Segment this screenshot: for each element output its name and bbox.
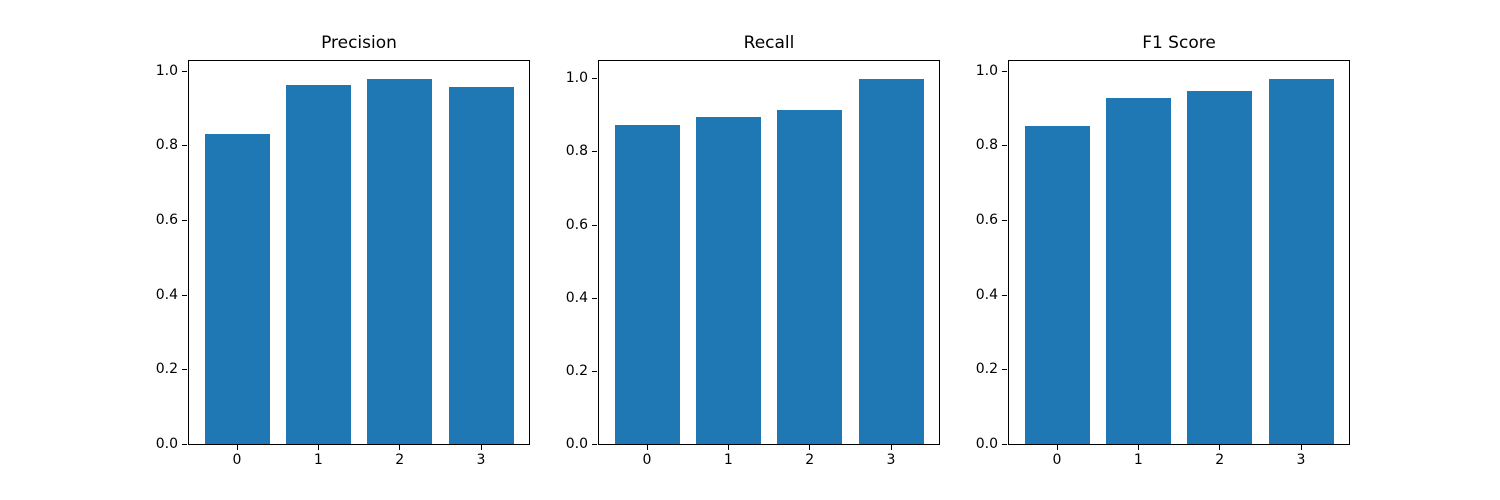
- y-tick-label: 0.6: [155, 212, 178, 228]
- bar: [614, 124, 680, 444]
- y-tick-mark: [592, 151, 597, 153]
- x-tick-label: 3: [476, 452, 486, 468]
- y-tick-label: 1.0: [565, 70, 588, 87]
- x-tick-mark: [236, 445, 238, 450]
- y-tick-mark: [182, 369, 187, 371]
- bar: [1105, 98, 1171, 444]
- chart-title: Precision: [321, 33, 397, 54]
- x-tick-mark: [480, 445, 482, 450]
- x-tick-mark: [1137, 445, 1139, 450]
- y-tick-mark: [1002, 444, 1007, 445]
- plot-area: [188, 60, 530, 445]
- y-tick-label: 0.4: [155, 286, 178, 303]
- y-tick-mark: [1002, 294, 1007, 296]
- y-tick-mark: [592, 224, 597, 226]
- x-tick-label: 2: [805, 452, 815, 468]
- x-tick-label: 3: [886, 452, 896, 468]
- y-tick-label: 0.2: [155, 361, 178, 378]
- x-tick-mark: [890, 445, 892, 450]
- y-tick-label: 0.8: [975, 137, 998, 154]
- y-tick-label: 0.0: [975, 436, 998, 452]
- x-tick-label: 1: [313, 452, 323, 468]
- y-tick-mark: [592, 78, 597, 80]
- bar: [1187, 90, 1253, 444]
- y-tick-label: 0.8: [155, 137, 178, 154]
- bar: [204, 134, 270, 444]
- x-tick-label: 0: [642, 452, 652, 468]
- y-tick-mark: [182, 70, 187, 72]
- x-tick-mark: [317, 445, 319, 450]
- x-tick-label: 2: [1215, 452, 1225, 468]
- y-tick-mark: [1002, 70, 1007, 72]
- chart-title: F1 Score: [1142, 33, 1216, 54]
- y-tick-label: 0.4: [975, 286, 998, 303]
- y-tick-label: 0.0: [155, 436, 178, 452]
- x-tick-label: 0: [1052, 452, 1062, 468]
- y-tick-mark: [1002, 145, 1007, 147]
- y-tick-mark: [182, 220, 187, 221]
- y-tick-label: 1.0: [975, 62, 998, 79]
- y-tick-label: 0.2: [975, 361, 998, 378]
- y-tick-mark: [1002, 220, 1007, 221]
- x-tick-label: 0: [232, 452, 242, 468]
- bar: [695, 116, 761, 444]
- x-tick-mark: [809, 445, 811, 450]
- y-tick-mark: [182, 444, 187, 445]
- y-tick-label: 1.0: [155, 62, 178, 79]
- subplot-precision: Precision 0.0 0.2 0.4 0.6 0.8 1.0 0 1 2 3: [156, 34, 530, 467]
- y-tick-mark: [592, 297, 597, 299]
- y-tick-label: 0.6: [975, 212, 998, 228]
- x-tick-mark: [727, 445, 729, 450]
- chart-title: Recall: [743, 33, 795, 54]
- subplot-f1-score: F1 Score 0.0 0.2 0.4 0.6 0.8 1.0 0 1 2 3: [976, 34, 1350, 467]
- x-tick-label: 1: [1133, 452, 1143, 468]
- bar: [858, 79, 924, 444]
- plot-area: [1008, 60, 1350, 445]
- bar: [448, 86, 514, 444]
- y-tick-mark: [182, 294, 187, 296]
- x-tick-mark: [399, 445, 401, 450]
- bar: [1024, 126, 1090, 444]
- x-tick-mark: [1300, 445, 1302, 450]
- subplot-recall: Recall 0.0 0.2 0.4 0.6 0.8 1.0 0 1 2 3: [566, 34, 940, 467]
- y-tick-label: 0.6: [565, 216, 588, 233]
- x-tick-label: 1: [723, 452, 733, 468]
- y-tick-mark: [592, 444, 597, 445]
- y-tick-label: 0.8: [565, 143, 588, 160]
- bar: [285, 85, 351, 444]
- y-tick-label: 0.2: [565, 362, 588, 379]
- x-tick-mark: [1056, 445, 1058, 450]
- y-tick-mark: [182, 145, 187, 147]
- x-tick-label: 2: [395, 452, 405, 468]
- x-tick-label: 3: [1296, 452, 1306, 468]
- y-tick-label: 0.4: [565, 289, 588, 306]
- y-tick-label: 0.0: [565, 436, 588, 452]
- bar: [367, 79, 433, 444]
- x-tick-mark: [646, 445, 648, 450]
- plot-area: [598, 60, 940, 445]
- bar: [777, 110, 843, 444]
- x-tick-mark: [1219, 445, 1221, 450]
- bar: [1268, 79, 1334, 444]
- y-tick-mark: [1002, 369, 1007, 371]
- y-tick-mark: [592, 370, 597, 372]
